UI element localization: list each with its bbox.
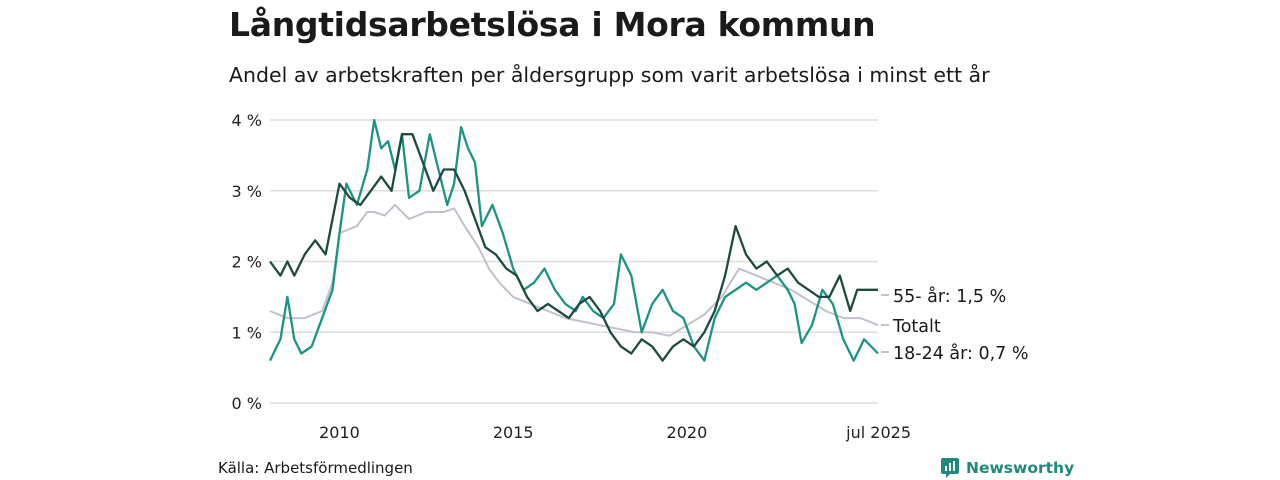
- series-end-labels: Totalt 18-24 år: 0,7 % 55- år: 1,5 %: [881, 286, 1029, 364]
- x-tick-label: 2010: [319, 423, 360, 442]
- x-axis-ticks: 2010 2015 2020 jul 2025: [319, 423, 911, 442]
- brand-name: Newsworthy: [966, 459, 1075, 477]
- y-tick-label: 4 %: [232, 111, 262, 130]
- series-line-young: [268, 118, 879, 362]
- gridlines: [270, 119, 878, 404]
- y-tick-label: 0 %: [232, 394, 262, 413]
- chart-title: Långtidsarbetslösa i Mora kommun: [229, 5, 876, 44]
- series-lines: [268, 118, 879, 362]
- end-label-old: 55- år: 1,5 %: [893, 286, 1006, 307]
- x-tick-label: 2020: [667, 423, 708, 442]
- y-tick-label: 2 %: [232, 253, 262, 272]
- brand-logo[interactable]: Newsworthy: [940, 457, 1074, 479]
- chart-subtitle: Andel av arbetskraften per åldersgrupp s…: [229, 63, 990, 87]
- y-tick-label: 1 %: [232, 323, 262, 342]
- end-label-total: Totalt: [892, 317, 941, 337]
- series-line-old: [269, 133, 878, 362]
- source-note: Källa: Arbetsförmedlingen: [218, 459, 413, 477]
- series-line-total: [269, 203, 879, 337]
- x-tick-label: 2015: [493, 423, 534, 442]
- y-tick-label: 3 %: [232, 182, 262, 201]
- x-tick-label: jul 2025: [845, 423, 911, 442]
- newsworthy-logo-icon: [941, 458, 959, 478]
- y-axis-ticks: 0 % 1 % 2 % 3 % 4 %: [232, 111, 262, 413]
- end-label-young: 18-24 år: 0,7 %: [893, 343, 1029, 364]
